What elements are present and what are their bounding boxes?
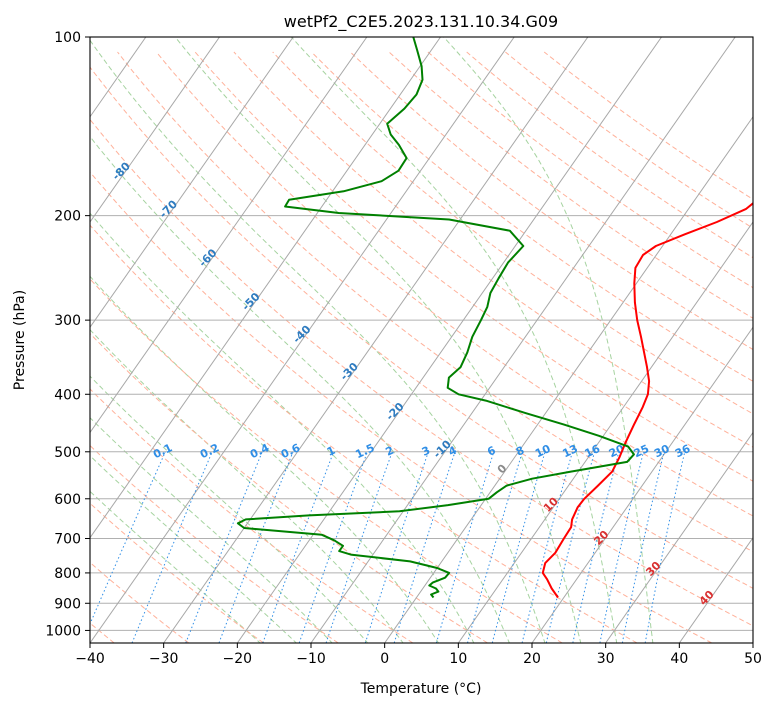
plot-area: -100-90-80-70-60-50-40-30-20-10010203040… [90, 37, 753, 643]
mixing-ratio-line [131, 451, 213, 643]
isotherm-line [384, 115, 753, 643]
mixing-ratio-line [90, 451, 166, 626]
mixing-ratio-line [185, 451, 263, 643]
moist-adiabat [443, 37, 654, 643]
dewpoint-line [236, 37, 635, 599]
mixing-ratio-label: 10 [533, 442, 553, 460]
y-tick-label: 600 [54, 492, 81, 508]
mixing-ratio-line [467, 451, 523, 643]
y-tick-label: 1000 [45, 623, 81, 639]
dry-adiabat [194, 51, 753, 482]
x-tick-label: −30 [149, 651, 179, 667]
mixing-ratio-label: 25 [632, 442, 651, 460]
dry-adiabat [90, 171, 712, 643]
moist-adiabat [90, 212, 475, 643]
dry-adiabat [90, 388, 414, 643]
temperature-line [541, 202, 753, 599]
mixing-ratio-labels: 0.1 0.2 0.4 0.6 1 1.5 2 3 4 6 8 10 13 16 20 25 30 36 [151, 441, 693, 461]
data-series [236, 37, 753, 599]
mixing-ratio-line [491, 451, 546, 643]
mixing-ratio-line [364, 451, 429, 643]
x-tick-label: 20 [523, 651, 541, 667]
mixing-ratio-label: 16 [583, 442, 603, 460]
x-tick-label: −20 [223, 651, 253, 667]
mixing-ratio-line [218, 451, 294, 643]
isotherm-line [90, 37, 441, 539]
mixing-ratio-label: 30 [652, 442, 672, 460]
x-tick-label: −40 [75, 651, 105, 667]
moist-adiabat [90, 39, 546, 643]
y-tick-label: 400 [54, 387, 81, 403]
x-axis-label: Temperature (°C) [360, 681, 482, 697]
dry-adiabat [117, 51, 753, 553]
mixing-ratio-line [393, 451, 456, 643]
moist-adiabat [90, 275, 440, 643]
y-tick-label: 200 [54, 209, 81, 225]
isotherm-line [531, 326, 753, 643]
isotherm-grid [90, 37, 753, 643]
moist-adiabat [90, 375, 369, 643]
y-tick-label: 900 [54, 596, 81, 612]
y-tick-label: 300 [54, 313, 81, 329]
mixing-ratio-line [521, 451, 573, 643]
dry-adiabat [90, 278, 563, 643]
isotherm-line [310, 37, 736, 643]
y-tick-label: 800 [54, 566, 81, 582]
y-tick-label: 100 [54, 30, 81, 46]
dry-adiabat [311, 51, 753, 382]
chart-title: wetPf2_C2E5.2023.131.10.34.G09 [284, 12, 558, 32]
mixing-ratio-line [599, 451, 644, 643]
y-tick-label: 700 [54, 532, 81, 548]
x-tick-label: 50 [744, 651, 762, 667]
isotherm-line [163, 37, 589, 643]
mixing-ratio-lines [90, 451, 686, 643]
x-tick-label: 40 [670, 651, 688, 667]
moist-adiabat [90, 135, 510, 643]
plot-frame [89, 36, 754, 644]
mixing-ratio-label: 13 [561, 442, 580, 460]
moist-adiabat [290, 37, 618, 643]
mixing-ratio-line [325, 451, 393, 643]
mixing-ratio-line [262, 451, 335, 643]
dry-adiabat [90, 118, 753, 627]
mixing-ratio-line [572, 451, 620, 643]
isotherm-line [457, 221, 753, 643]
isotherm-line [236, 37, 662, 643]
isotherm-line [90, 37, 220, 223]
dry-adiabat [90, 444, 339, 643]
isotherm-line [90, 37, 515, 643]
dry-adiabat [349, 51, 753, 351]
isotherm-line [90, 37, 368, 434]
y-axis-label: Pressure (hPa) [12, 290, 28, 390]
isotherm-line [90, 37, 294, 329]
mixing-ratio-label: 36 [673, 442, 693, 460]
x-axis: −40 −30 −20 −10 0 10 20 30 40 50 [75, 643, 762, 667]
mixing-ratio-line [545, 451, 596, 643]
isobar-grid [90, 37, 753, 631]
mixing-ratio-label: 20 [607, 442, 627, 460]
dry-adiabats [90, 51, 753, 643]
dry-adiabat [233, 51, 753, 448]
y-axis: 100 200 300 400 500 600 700 800 900 1000 [45, 30, 90, 639]
y-tick-label: 500 [54, 445, 81, 461]
x-tick-label: −10 [296, 651, 326, 667]
mixing-ratio-line [298, 451, 368, 643]
dry-adiabat [90, 561, 190, 643]
x-tick-label: 30 [597, 651, 615, 667]
dry-adiabat [90, 66, 753, 589]
mixing-ratio-line [435, 451, 495, 643]
x-tick-label: 10 [449, 651, 467, 667]
dry-adiabat [90, 224, 638, 643]
isotherm-line [605, 431, 753, 643]
isotherm-line [678, 536, 753, 643]
x-tick-label: 0 [380, 651, 389, 667]
moist-adiabat [90, 417, 333, 643]
